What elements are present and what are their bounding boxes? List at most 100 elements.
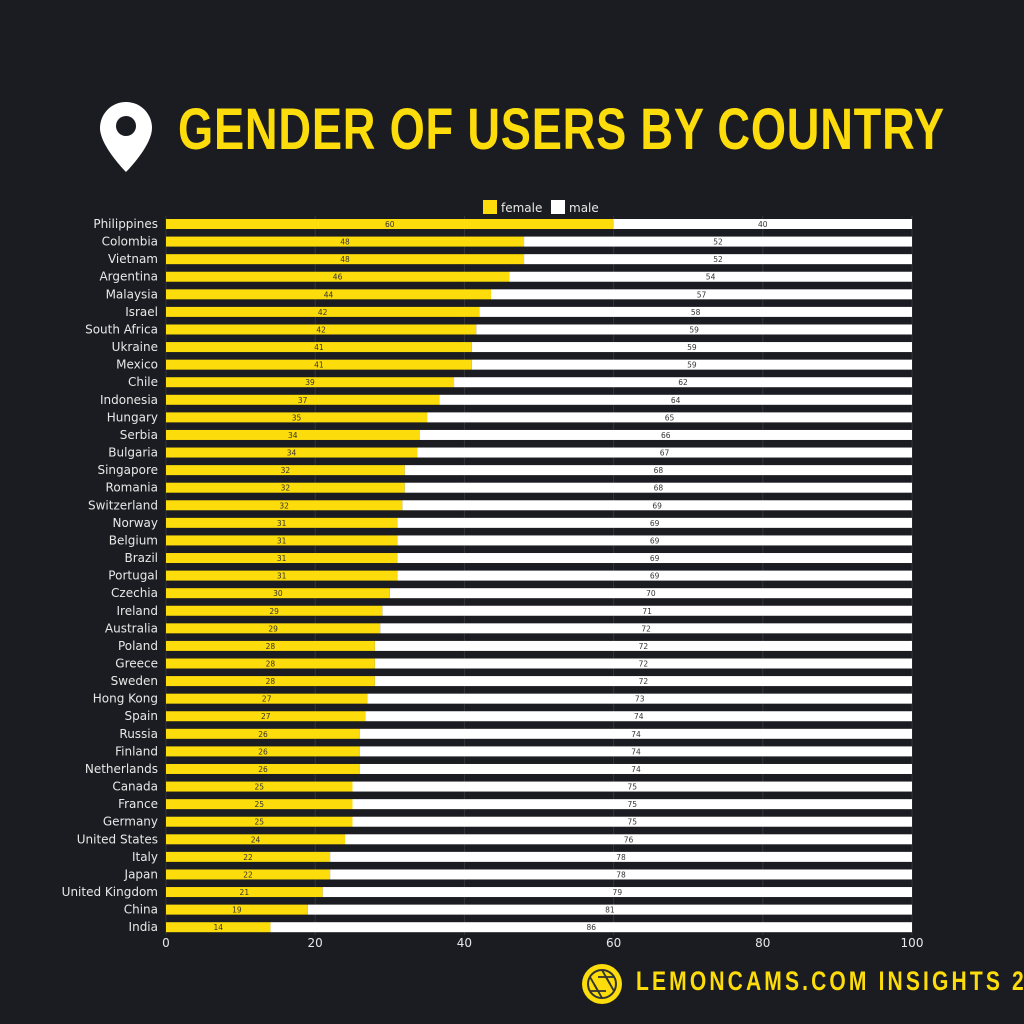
- category-label: Netherlands: [85, 762, 158, 776]
- data-label-female: 42: [318, 308, 328, 317]
- data-label-male: 66: [661, 431, 671, 440]
- category-label: Greece: [115, 657, 158, 671]
- data-label-male: 86: [586, 923, 596, 932]
- x-tick-label: 100: [901, 936, 924, 950]
- category-label: Hungary: [107, 410, 158, 424]
- data-label-male: 78: [616, 853, 626, 862]
- data-label-female: 25: [254, 818, 264, 827]
- data-label-female: 27: [261, 712, 271, 721]
- bar-female: [166, 535, 398, 546]
- bar-female: [166, 887, 323, 898]
- category-label: Hong Kong: [93, 692, 158, 706]
- data-label-female: 26: [258, 765, 268, 774]
- data-label-female: 41: [314, 361, 324, 370]
- data-label-female: 14: [213, 923, 223, 932]
- bar-male: [270, 922, 912, 933]
- data-label-male: 74: [631, 765, 641, 774]
- data-label-male: 59: [689, 325, 699, 334]
- data-label-male: 69: [652, 501, 662, 510]
- category-label: Japan: [124, 867, 158, 881]
- category-label: United States: [77, 832, 158, 846]
- bar-male: [330, 851, 912, 862]
- bar-female: [166, 851, 331, 862]
- bar-male: [345, 834, 912, 845]
- data-label-male: 67: [660, 449, 670, 458]
- bar-male: [397, 535, 912, 546]
- bar-female: [166, 517, 398, 528]
- category-label: Philippines: [93, 217, 158, 231]
- legend-swatch-female: [483, 200, 497, 214]
- data-label-male: 81: [605, 906, 615, 915]
- bar-male: [330, 869, 912, 880]
- bar-female: [166, 465, 405, 476]
- bar-female: [166, 922, 271, 933]
- data-label-male: 69: [650, 536, 660, 545]
- bar-male: [490, 289, 912, 300]
- bar-male: [374, 640, 912, 651]
- bar-male: [509, 271, 912, 282]
- data-label-female: 28: [266, 677, 276, 686]
- bar-female: [166, 342, 472, 353]
- bar-male: [397, 517, 912, 528]
- data-label-female: 34: [288, 431, 298, 440]
- data-label-male: 78: [616, 870, 626, 879]
- data-label-male: 57: [697, 290, 707, 299]
- data-label-female: 60: [385, 220, 395, 229]
- category-label: South Africa: [85, 322, 158, 336]
- bar-female: [166, 553, 398, 564]
- bar-male: [374, 676, 912, 687]
- category-label: Finland: [115, 744, 158, 758]
- bar-female: [166, 271, 510, 282]
- bar-male: [439, 394, 912, 405]
- category-label: Chile: [128, 375, 158, 389]
- category-label: China: [124, 903, 158, 917]
- bar-male: [352, 799, 912, 810]
- data-label-female: 34: [287, 449, 297, 458]
- data-label-male: 74: [631, 730, 641, 739]
- bar-female: [166, 640, 375, 651]
- bar-male: [479, 306, 912, 317]
- category-label: Poland: [118, 639, 158, 653]
- data-label-female: 29: [269, 607, 279, 616]
- bar-female: [166, 447, 418, 458]
- bar-female: [166, 482, 405, 493]
- data-label-female: 31: [277, 519, 287, 528]
- category-label: Serbia: [120, 428, 158, 442]
- bar-female: [166, 254, 525, 265]
- data-label-female: 26: [258, 730, 268, 739]
- bar-male: [471, 359, 912, 370]
- data-label-male: 71: [642, 607, 652, 616]
- category-label: Sweden: [111, 674, 158, 688]
- bar-male: [359, 746, 913, 757]
- bar-male: [397, 570, 912, 581]
- category-label: Colombia: [102, 235, 158, 249]
- bar-male: [404, 482, 912, 493]
- bar-female: [166, 429, 420, 440]
- category-label: Belgium: [109, 533, 158, 547]
- data-label-female: 37: [298, 396, 308, 405]
- bar-male: [404, 465, 912, 476]
- bar-male: [365, 711, 912, 722]
- data-label-female: 27: [262, 695, 272, 704]
- footer-brand: LEMONCAMS.COM INSIGHTS 2024: [636, 966, 1024, 996]
- bar-female: [166, 728, 360, 739]
- category-label: India: [129, 920, 158, 934]
- bar-female: [166, 306, 480, 317]
- data-label-female: 28: [266, 660, 276, 669]
- data-label-male: 74: [634, 712, 644, 721]
- bar-male: [382, 605, 913, 616]
- data-label-female: 31: [277, 536, 287, 545]
- bar-male: [427, 412, 912, 423]
- data-label-male: 64: [671, 396, 681, 405]
- bar-male: [352, 816, 912, 827]
- data-label-male: 65: [665, 413, 675, 422]
- data-label-female: 29: [268, 624, 278, 633]
- category-label: Romania: [106, 481, 158, 495]
- category-label: Australia: [105, 621, 158, 635]
- category-label: United Kingdom: [62, 885, 158, 899]
- category-label: Switzerland: [88, 498, 158, 512]
- data-label-male: 70: [646, 589, 656, 598]
- data-label-female: 30: [273, 589, 283, 598]
- data-label-female: 32: [281, 484, 291, 493]
- data-label-female: 46: [333, 273, 343, 282]
